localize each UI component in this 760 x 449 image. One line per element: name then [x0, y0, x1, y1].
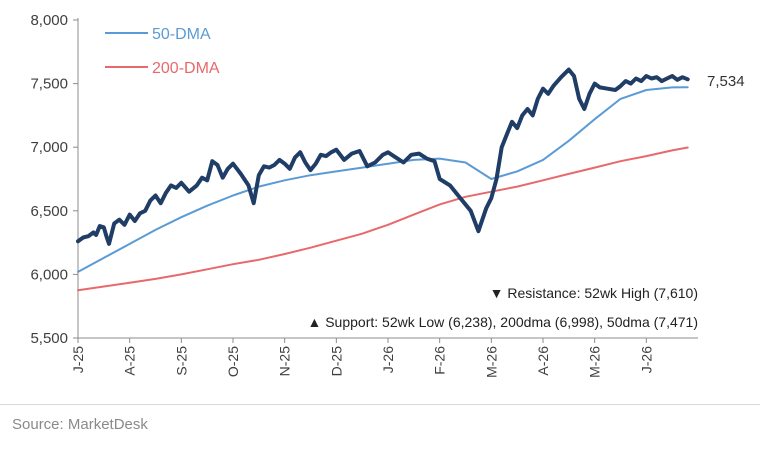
- x-axis: J-25 A-25 S-25 O-25 N-25 D-25 J-26 F-26 M-26 A-26…: [70, 337, 698, 378]
- x-tick-label: S-25: [173, 346, 189, 376]
- x-tick-label: A-25: [122, 346, 138, 376]
- y-tick-label: 6,500: [30, 203, 68, 220]
- legend: 50-DMA 200-DMA: [105, 26, 220, 77]
- last-value-label: 7,534: [707, 73, 745, 90]
- source-note: Source: MarketDesk: [12, 416, 148, 433]
- legend-label-200dma: 200-DMA: [152, 60, 220, 77]
- x-tick-label: A-26: [535, 346, 551, 376]
- x-tick-label: J-26: [380, 346, 396, 373]
- price-series-line: [76, 67, 690, 246]
- x-tick-label: M-26: [587, 346, 603, 378]
- y-tick-label: 6,000: [30, 266, 68, 283]
- series-layer: [76, 67, 690, 292]
- ma200-series-line: [77, 146, 689, 292]
- x-tick-label: D-25: [328, 346, 344, 377]
- y-tick-label: 5,500: [30, 330, 68, 347]
- x-tick-label: J-25: [70, 346, 86, 373]
- line-chart: 8,000 7,500 7,000 6,500 6,000 5,500 J-25 A-25 S…: [30, 12, 745, 378]
- x-tick-label: J-26: [638, 346, 654, 373]
- x-tick-label: M-26: [483, 346, 499, 378]
- y-tick-label: 7,000: [30, 139, 68, 156]
- ma50-series-line: [77, 86, 689, 273]
- y-tick-label: 8,000: [30, 12, 68, 29]
- resistance-annotation: ▼ Resistance: 52wk High (7,610): [490, 285, 698, 301]
- y-axis: 8,000 7,500 7,000 6,500 6,000 5,500: [30, 12, 79, 347]
- support-annotation: ▲ Support: 52wk Low (6,238), 200dma (6,9…: [307, 314, 698, 330]
- x-tick-label: N-25: [277, 346, 293, 377]
- footer-divider: [0, 404, 760, 405]
- x-tick-label: F-26: [432, 346, 448, 375]
- y-tick-label: 7,500: [30, 76, 68, 93]
- legend-label-50dma: 50-DMA: [152, 26, 211, 43]
- x-tick-label: O-25: [225, 346, 241, 377]
